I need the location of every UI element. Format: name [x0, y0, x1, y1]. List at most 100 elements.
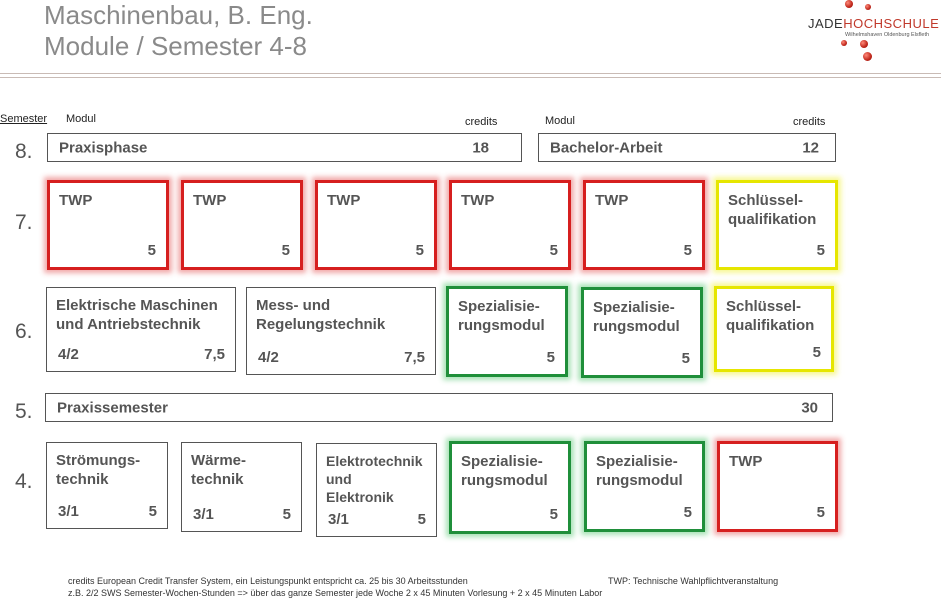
module-credits: 5 — [812, 344, 821, 361]
module-name-line: Elektronik — [326, 489, 394, 505]
header-credits-left: credits — [465, 116, 498, 128]
module-name: Praxissemester — [57, 399, 168, 416]
module-credits: 5 — [282, 506, 291, 523]
module-name-line: rungsmodul — [593, 318, 680, 335]
module-name: Spezialisie-rungsmodul — [461, 452, 548, 490]
module-sws: 3/1 — [193, 506, 214, 523]
module-name: Schlüssel-qualifikation — [728, 191, 816, 229]
header-credits-right: credits — [793, 116, 826, 128]
module-name: Praxisphase — [59, 139, 148, 156]
module-name-line: Spezialisie- — [593, 299, 675, 316]
module-elektrotechnik: Elektrotechnik und Elektronik 3/1 5 — [316, 443, 437, 537]
module-credits: 7,5 — [204, 346, 225, 363]
module-name-line: rungsmodul — [461, 472, 548, 489]
semester-4-label: 4. — [15, 470, 33, 493]
module-spezialisierungsmodul: Spezialisie-rungsmodul 5 — [449, 441, 571, 534]
module-name-line: Schlüssel- — [728, 192, 804, 209]
module-name-line: Spezialisie- — [461, 453, 543, 470]
semester-7-label: 7. — [15, 211, 33, 234]
module-name: Schlüssel-qualifikation — [726, 297, 814, 335]
module-name-line: technik — [56, 471, 109, 488]
module-credits: 5 — [417, 511, 426, 528]
module-waermetechnik: Wärme-technik 3/1 5 — [181, 442, 302, 532]
module-name-line: Regelungstechnik — [256, 316, 386, 333]
module-sws: 3/1 — [58, 503, 79, 520]
module-credits: 30 — [801, 399, 818, 416]
module-name: TWP — [461, 192, 495, 209]
module-name-line: qualifikation — [726, 317, 815, 334]
logo-dot-icon — [860, 40, 868, 48]
module-name: TWP — [327, 192, 361, 209]
module-credits: 18 — [472, 139, 489, 156]
module-stroemungstechnik: Strömungs-technik 3/1 5 — [46, 442, 168, 529]
logo-dot-icon — [863, 52, 872, 61]
module-credits: 5 — [549, 242, 558, 259]
module-name: Strömungs-technik — [56, 451, 140, 489]
module-sws: 4/2 — [258, 349, 279, 366]
module-name: Elektrische Maschinen und Antriebstechnik — [56, 296, 218, 334]
module-sws: 4/2 — [58, 346, 79, 363]
module-name-line: Spezialisie- — [596, 453, 678, 470]
module-name: Spezialisie-rungsmodul — [593, 298, 680, 336]
logo-wordmark: JADEHOCHSCHULE — [808, 16, 939, 31]
module-name-line: Mess- und — [256, 297, 331, 314]
module-schluesselqualifikation: Schlüssel-qualifikation 5 — [716, 180, 838, 270]
jade-hochschule-logo: JADEHOCHSCHULE Wilhelmshaven Oldenburg E… — [805, 0, 939, 64]
footnote-sws: z.B. 2/2 SWS Semester-Wochen-Stunden => … — [68, 588, 603, 598]
module-name-line: und — [326, 471, 352, 487]
module-credits: 12 — [802, 139, 819, 156]
header-modul-left: Modul — [66, 113, 96, 125]
page-subtitle: Module / Semester 4-8 — [44, 31, 308, 61]
module-credits: 5 — [683, 504, 692, 521]
module-name: TWP — [193, 192, 227, 209]
module-twp: TWP 5 — [717, 441, 838, 532]
module-name-line: und Antriebstechnik — [56, 316, 201, 333]
logo-dot-icon — [845, 0, 853, 8]
module-spezialisierungsmodul: Spezialisie-rungsmodul 5 — [446, 286, 568, 377]
module-name-line: Schlüssel- — [726, 298, 802, 315]
module-credits: 5 — [281, 242, 290, 259]
module-name-line: Spezialisie- — [458, 298, 540, 315]
module-name: Elektrotechnik und Elektronik — [326, 452, 422, 506]
module-credits: 5 — [147, 242, 156, 259]
module-name: TWP — [595, 192, 629, 209]
module-name-line: Elektrotechnik — [326, 453, 423, 469]
logo-jade: JADE — [808, 16, 844, 31]
module-praxisphase: Praxisphase 18 — [47, 133, 522, 162]
module-credits: 5 — [148, 503, 157, 520]
logo-subtitle: Wilhelmshaven Oldenburg Elsfleth — [845, 32, 930, 38]
module-name-line: rungsmodul — [458, 317, 545, 334]
module-twp: TWP 5 — [449, 180, 571, 270]
logo-dot-icon — [865, 4, 871, 10]
module-name-line: qualifikation — [728, 211, 817, 228]
page-title: Maschinenbau, B. Eng. — [44, 0, 313, 30]
module-schluesselqualifikation: Schlüssel-qualifikation 5 — [714, 286, 834, 372]
footnote-credits: credits European Credit Transfer System,… — [68, 576, 468, 586]
module-name-line: Elektrische Maschinen — [56, 297, 218, 314]
module-name: Bachelor-Arbeit — [550, 139, 663, 156]
module-mess-regelungstechnik: Mess- und Regelungstechnik 4/2 7,5 — [246, 287, 436, 375]
module-name: Wärme-technik — [191, 451, 246, 489]
header-divider-secondary — [0, 77, 941, 78]
module-credits: 5 — [681, 350, 690, 367]
header-divider — [0, 73, 941, 74]
module-name-line: technik — [191, 471, 244, 488]
module-twp: TWP 5 — [181, 180, 303, 270]
module-name: Spezialisie-rungsmodul — [458, 297, 545, 335]
module-name-line: Strömungs- — [56, 452, 141, 469]
module-elektrische-maschinen: Elektrische Maschinen und Antriebstechnik… — [46, 287, 236, 372]
module-praxissemester: Praxissemester 30 — [45, 393, 833, 422]
module-name: Spezialisie-rungsmodul — [596, 452, 683, 490]
module-twp: TWP 5 — [583, 180, 705, 270]
module-credits: 5 — [683, 242, 692, 259]
module-bachelor-arbeit: Bachelor-Arbeit 12 — [538, 133, 836, 162]
module-name-line: Wärme- — [191, 452, 247, 469]
footnote-twp: TWP: Technische Wahlpflichtveranstaltung — [608, 576, 779, 586]
semester-6-label: 6. — [15, 320, 33, 343]
module-spezialisierungsmodul: Spezialisie-rungsmodul 5 — [584, 441, 705, 532]
semester-8-label: 8. — [15, 140, 33, 163]
module-credits: 5 — [816, 504, 825, 521]
logo-dot-icon — [841, 40, 847, 46]
header-semester: Semester — [0, 113, 48, 125]
module-credits: 5 — [549, 506, 558, 523]
